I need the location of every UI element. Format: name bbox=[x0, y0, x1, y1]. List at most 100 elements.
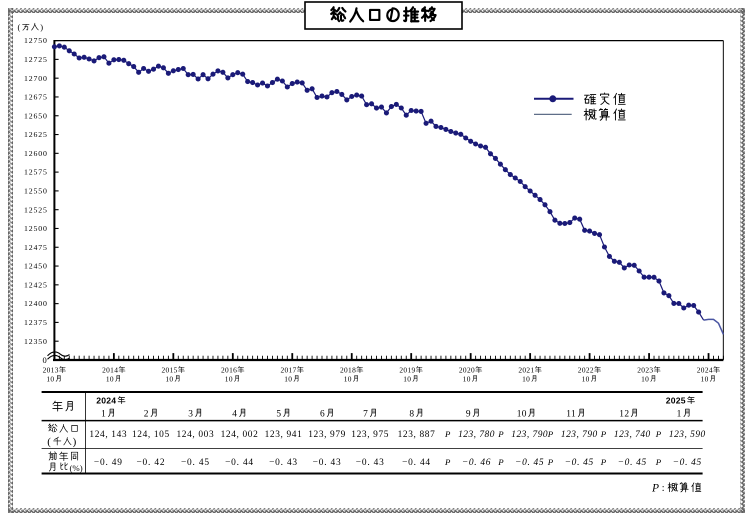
svg-text:123, 780: 123, 780 bbox=[458, 430, 495, 440]
svg-text:12: 12 bbox=[619, 410, 629, 420]
svg-text:12450: 12450 bbox=[24, 262, 48, 271]
svg-text:−0. 46: −0. 46 bbox=[462, 458, 491, 468]
svg-text:1: 1 bbox=[677, 410, 682, 420]
svg-text:2020: 2020 bbox=[459, 365, 475, 374]
svg-text:12350: 12350 bbox=[24, 337, 48, 346]
svg-text:2024: 2024 bbox=[697, 365, 713, 374]
svg-text:12425: 12425 bbox=[24, 280, 48, 289]
svg-text:10: 10 bbox=[701, 374, 709, 383]
svg-text:2023: 2023 bbox=[637, 365, 653, 374]
svg-text:4: 4 bbox=[232, 410, 237, 420]
svg-text:8: 8 bbox=[409, 410, 414, 420]
svg-text:12375: 12375 bbox=[24, 318, 48, 327]
svg-text:10: 10 bbox=[344, 374, 352, 383]
svg-text:2013: 2013 bbox=[43, 365, 59, 374]
svg-text:−0. 45: −0. 45 bbox=[515, 458, 544, 468]
svg-text:): ) bbox=[40, 22, 43, 32]
svg-text:10: 10 bbox=[403, 374, 411, 383]
svg-text:124, 105: 124, 105 bbox=[132, 430, 170, 440]
svg-text:10: 10 bbox=[641, 374, 649, 383]
svg-text:12575: 12575 bbox=[24, 168, 48, 177]
svg-text:0: 0 bbox=[43, 355, 47, 365]
svg-text:−0. 45: −0. 45 bbox=[618, 458, 647, 468]
svg-text:10: 10 bbox=[463, 374, 471, 383]
svg-text:−0. 44: −0. 44 bbox=[402, 458, 431, 468]
svg-text:123, 979: 123, 979 bbox=[308, 430, 346, 440]
svg-text:2015: 2015 bbox=[162, 365, 178, 374]
svg-text:12750: 12750 bbox=[24, 36, 48, 45]
svg-text:1: 1 bbox=[101, 410, 106, 420]
svg-text:P: P bbox=[655, 457, 662, 467]
svg-text:12525: 12525 bbox=[24, 205, 48, 214]
svg-text:7: 7 bbox=[363, 410, 368, 420]
svg-text:11: 11 bbox=[566, 410, 576, 420]
svg-text:123, 887: 123, 887 bbox=[398, 430, 436, 440]
svg-text:10: 10 bbox=[225, 374, 233, 383]
svg-text:10: 10 bbox=[165, 374, 173, 383]
svg-text:−0. 45: −0. 45 bbox=[673, 458, 702, 468]
svg-text:(: ( bbox=[47, 436, 51, 448]
svg-text:−0. 49: −0. 49 bbox=[94, 458, 123, 468]
svg-text:P: P bbox=[444, 457, 451, 467]
svg-text:12600: 12600 bbox=[24, 149, 48, 158]
svg-text:P: P bbox=[655, 429, 662, 439]
svg-text:124, 003: 124, 003 bbox=[177, 430, 215, 440]
svg-text:): ) bbox=[73, 436, 77, 448]
svg-text:2021: 2021 bbox=[518, 365, 534, 374]
svg-text:12700: 12700 bbox=[24, 74, 48, 83]
svg-text:12625: 12625 bbox=[24, 130, 48, 139]
svg-text:2014: 2014 bbox=[102, 365, 118, 374]
svg-text:P: P bbox=[444, 429, 451, 439]
svg-text:10: 10 bbox=[46, 374, 54, 383]
svg-text:(: ( bbox=[18, 22, 21, 32]
svg-text:10: 10 bbox=[106, 374, 114, 383]
svg-text:124, 143: 124, 143 bbox=[89, 430, 127, 440]
svg-text:5: 5 bbox=[276, 410, 281, 420]
svg-text:−0. 45: −0. 45 bbox=[565, 458, 594, 468]
svg-text:−0. 43: −0. 43 bbox=[313, 458, 342, 468]
svg-text:P: P bbox=[547, 429, 554, 439]
svg-text:12725: 12725 bbox=[24, 55, 48, 64]
svg-text:2022: 2022 bbox=[578, 365, 594, 374]
svg-text:6: 6 bbox=[320, 410, 325, 420]
svg-text:123, 975: 123, 975 bbox=[351, 430, 389, 440]
svg-text:12675: 12675 bbox=[24, 93, 48, 102]
svg-text:123, 590: 123, 590 bbox=[669, 430, 706, 440]
svg-text:−0. 44: −0. 44 bbox=[225, 458, 254, 468]
svg-text:2018: 2018 bbox=[340, 365, 356, 374]
svg-text:(%): (%) bbox=[70, 463, 83, 473]
svg-text:10: 10 bbox=[517, 410, 527, 420]
svg-text:123, 740: 123, 740 bbox=[614, 430, 651, 440]
svg-text:2: 2 bbox=[144, 410, 149, 420]
svg-text:123, 790: 123, 790 bbox=[511, 430, 548, 440]
svg-text:−0. 45: −0. 45 bbox=[181, 458, 210, 468]
svg-text:10: 10 bbox=[582, 374, 590, 383]
svg-text:P: P bbox=[651, 483, 659, 495]
svg-text:12475: 12475 bbox=[24, 243, 48, 252]
svg-text:12650: 12650 bbox=[24, 111, 48, 120]
svg-text:−0. 42: −0. 42 bbox=[136, 458, 165, 468]
svg-text:10: 10 bbox=[522, 374, 530, 383]
svg-text:2025: 2025 bbox=[666, 396, 686, 406]
svg-text:12500: 12500 bbox=[24, 224, 48, 233]
svg-text:P: P bbox=[600, 429, 607, 439]
svg-text:−0. 43: −0. 43 bbox=[269, 458, 298, 468]
svg-text:3: 3 bbox=[188, 410, 193, 420]
svg-text:123, 941: 123, 941 bbox=[265, 430, 303, 440]
svg-text:P: P bbox=[547, 457, 554, 467]
svg-text:P: P bbox=[497, 457, 504, 467]
svg-text:10: 10 bbox=[284, 374, 292, 383]
svg-text:2017: 2017 bbox=[280, 365, 296, 374]
svg-text:9: 9 bbox=[466, 410, 471, 420]
svg-text:−0. 43: −0. 43 bbox=[356, 458, 385, 468]
svg-text:2024: 2024 bbox=[96, 396, 116, 406]
svg-text:P: P bbox=[600, 457, 607, 467]
svg-text:12400: 12400 bbox=[24, 299, 48, 308]
svg-text:2019: 2019 bbox=[399, 365, 415, 374]
svg-text:P: P bbox=[497, 429, 504, 439]
svg-text:123, 790: 123, 790 bbox=[561, 430, 598, 440]
svg-text::: : bbox=[662, 483, 665, 494]
svg-text:12550: 12550 bbox=[24, 187, 48, 196]
svg-text:124, 002: 124, 002 bbox=[221, 430, 259, 440]
svg-text:2016: 2016 bbox=[221, 365, 237, 374]
